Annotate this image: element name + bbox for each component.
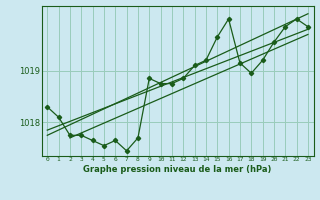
X-axis label: Graphe pression niveau de la mer (hPa): Graphe pression niveau de la mer (hPa) (84, 165, 272, 174)
